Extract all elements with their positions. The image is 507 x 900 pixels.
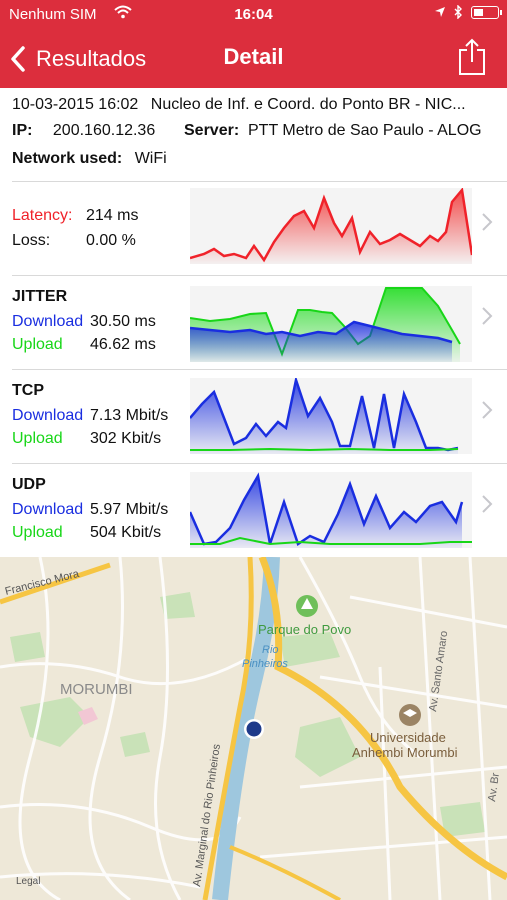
udp-upload-value: 504 Kbit/s — [90, 524, 162, 541]
legal-link: Legal — [16, 876, 40, 887]
chevron-right-icon — [482, 307, 493, 325]
page-title: Detail — [223, 44, 284, 69]
divider — [12, 369, 507, 370]
server-value: PTT Metro de Sao Paulo - ALOG — [248, 122, 482, 139]
map-district-label: MORUMBI — [60, 681, 133, 698]
latency-row[interactable]: Latency: 214 ms Loss: 0.00 % — [0, 182, 507, 275]
tcp-chart — [190, 378, 472, 454]
chevron-right-icon — [482, 213, 493, 231]
status-bar: Nenhum SIM 16:04 — [0, 0, 507, 30]
tcp-upload-label: Upload — [12, 430, 63, 447]
map-poi-label: Universidade — [370, 730, 446, 745]
share-icon — [459, 38, 485, 75]
udp-chart — [190, 472, 472, 548]
jitter-upload-value: 46.62 ms — [90, 336, 156, 353]
nav-header: Nenhum SIM 16:04 Resultados Detail — [0, 0, 507, 88]
latency-label: Latency: — [12, 207, 73, 224]
loss-label: Loss: — [12, 232, 51, 249]
test-server-name: Nucleo de Inf. e Coord. do Ponto BR - NI… — [150, 96, 466, 113]
jitter-upload-label: Upload — [12, 336, 63, 353]
tcp-download-value: 7.13 Mbit/s — [90, 407, 169, 424]
jitter-title: JITTER — [12, 288, 68, 305]
udp-upload-label: Upload — [12, 524, 63, 541]
wifi-icon — [114, 5, 132, 23]
clock: 16:04 — [234, 6, 273, 23]
map-river-label: Rio — [262, 644, 279, 656]
map-street-label: Av. Br — [486, 772, 502, 803]
udp-row[interactable]: UDP Download 5.97 Mbit/s Upload 504 Kbit… — [0, 464, 507, 557]
chevron-left-icon — [11, 46, 25, 72]
battery-icon — [471, 5, 502, 19]
back-label: Resultados — [36, 46, 147, 71]
udp-title: UDP — [12, 476, 46, 493]
test-info: 10-03-2015 16:02 Nucleo de Inf. e Coord.… — [12, 96, 497, 176]
share-button[interactable] — [457, 38, 487, 76]
chevron-right-icon — [482, 495, 493, 513]
chevron-right-icon — [482, 401, 493, 419]
divider — [12, 463, 507, 464]
latency-chart — [190, 188, 472, 264]
map-park-label: Parque do Povo — [258, 622, 351, 637]
status-icons — [434, 5, 502, 19]
map-poi-label: Anhembi Morumbi — [352, 745, 458, 760]
divider — [12, 181, 507, 182]
jitter-download-value: 30.50 ms — [90, 313, 156, 330]
jitter-chart — [190, 286, 472, 362]
ip-label: IP: — [12, 122, 33, 139]
udp-download-label: Download — [12, 501, 84, 518]
jitter-download-label: Download — [12, 313, 84, 330]
network-label: Network used: — [12, 150, 123, 167]
back-button[interactable]: Resultados — [10, 42, 146, 76]
tcp-title: TCP — [12, 382, 44, 399]
test-datetime: 10-03-2015 16:02 — [12, 96, 139, 113]
tcp-row[interactable]: TCP Download 7.13 Mbit/s Upload 302 Kbit… — [0, 370, 507, 463]
loss-value: 0.00 % — [86, 232, 136, 249]
udp-download-value: 5.97 Mbit/s — [90, 501, 169, 518]
location-map[interactable]: Francisco Mora Parque do Povo Rio Pinhei… — [0, 557, 507, 900]
divider — [12, 275, 507, 276]
network-value: WiFi — [134, 150, 167, 167]
jitter-row[interactable]: JITTER Download 30.50 ms Upload 46.62 ms — [0, 276, 507, 369]
bluetooth-icon — [454, 5, 462, 19]
ip-value: 200.160.12.36 — [52, 122, 156, 139]
tcp-upload-value: 302 Kbit/s — [90, 430, 162, 447]
tcp-download-label: Download — [12, 407, 84, 424]
map-river-label: Pinheiros — [242, 658, 288, 670]
server-label: Server: — [184, 122, 240, 139]
location-icon — [435, 7, 445, 17]
latency-value: 214 ms — [86, 207, 139, 224]
carrier-label: Nenhum SIM — [9, 6, 97, 23]
